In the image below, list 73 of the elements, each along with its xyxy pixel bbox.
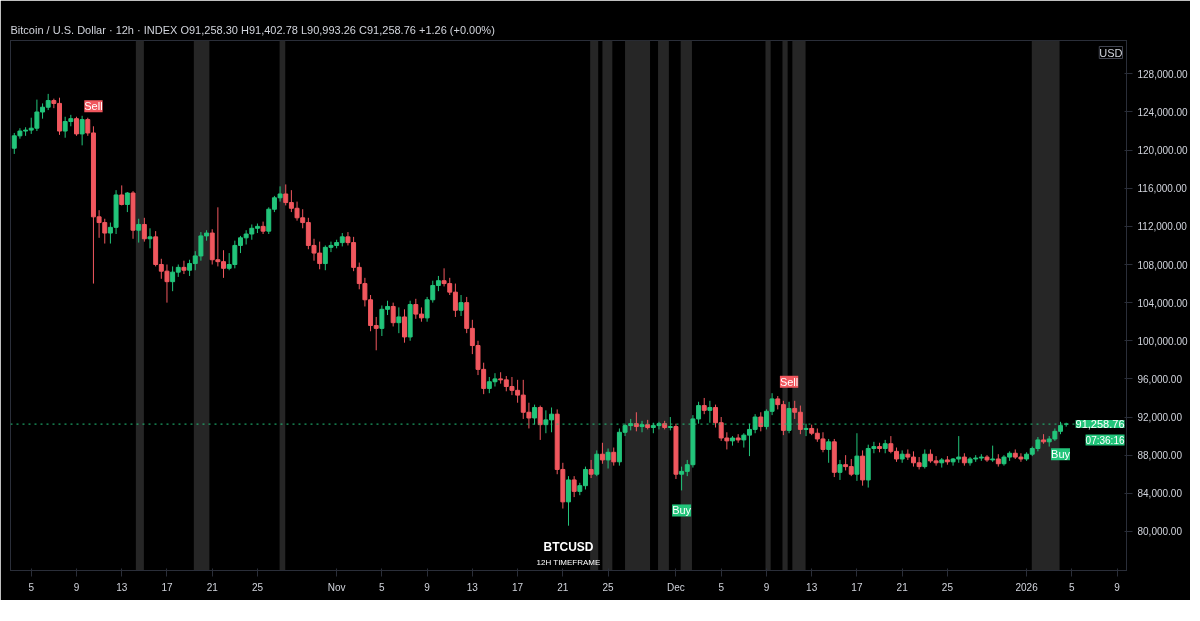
candlestick xyxy=(537,405,543,441)
candlestick xyxy=(141,217,147,243)
x-tick-label: 9 xyxy=(763,581,770,593)
candlestick xyxy=(571,475,577,498)
candlestick xyxy=(566,475,571,527)
x-tick-label: 21 xyxy=(557,581,569,593)
y-tick-label: 120,000.00 xyxy=(1137,145,1188,157)
y-tick-label: 84,000.00 xyxy=(1137,488,1183,500)
candlestick xyxy=(860,449,866,487)
candlestick xyxy=(588,459,594,479)
candlestick xyxy=(390,302,396,327)
x-tick-label: 21 xyxy=(206,581,219,593)
y-tick-label: 88,000.00 xyxy=(1137,450,1183,462)
x-tick-label: Nov xyxy=(327,581,346,593)
candlestick xyxy=(260,221,266,235)
candlestick xyxy=(605,447,611,469)
y-tick-label: 100,000.00 xyxy=(1137,335,1188,347)
candlestick xyxy=(79,115,85,146)
candlestick xyxy=(854,432,860,482)
x-tick-label: 5 xyxy=(28,581,35,593)
x-tick-label: 13 xyxy=(116,581,128,593)
candlestick xyxy=(611,447,617,467)
y-tick-label: 96,000.00 xyxy=(1137,373,1183,385)
y-axis-title: USD xyxy=(1099,46,1123,59)
y-tick-label: 112,000.00 xyxy=(1137,221,1188,233)
candlestick xyxy=(837,459,843,481)
candlestick xyxy=(458,294,464,317)
x-tick-label: 25 xyxy=(602,581,615,593)
candlestick xyxy=(74,116,79,137)
annotation: Sell xyxy=(779,375,799,388)
candlestick xyxy=(181,260,187,275)
x-tick-label: 17 xyxy=(512,581,524,593)
candlestick xyxy=(147,227,153,249)
candlestick xyxy=(396,306,402,334)
candlestick xyxy=(402,308,407,344)
x-tick-label: 25 xyxy=(941,581,954,593)
y-tick-label: 108,000.00 xyxy=(1137,259,1188,271)
candlestick xyxy=(124,191,130,213)
candlestick xyxy=(594,449,600,477)
ref-line-label: 91,258.76 xyxy=(1075,418,1125,431)
x-tick-label: 9 xyxy=(1114,581,1121,593)
candlestick xyxy=(826,438,832,464)
x-tick-label: 2026 xyxy=(1015,581,1039,593)
candlestick xyxy=(922,448,928,469)
chart-title: Bitcoin / U.S. Dollar · 12h · INDEX O91,258.30 H91,402.78 L90,993.26 C91,258.76 +1.26 (+0.00%) xyxy=(10,23,495,36)
y-tick-label: 128,000.00 xyxy=(1137,68,1188,80)
x-tick-label: 5 xyxy=(1069,581,1076,593)
annotation: Sell xyxy=(84,100,103,113)
y-tick-label: 124,000.00 xyxy=(1137,106,1188,118)
x-tick-label: Dec xyxy=(667,581,685,593)
x-tick-label: 17 xyxy=(851,581,863,593)
x-tick-label: 21 xyxy=(896,581,909,593)
annotation: BTCUSD xyxy=(543,539,594,554)
y-tick-label: 80,000.00 xyxy=(1137,526,1183,538)
x-tick-label: 13 xyxy=(466,581,479,593)
candlestick xyxy=(599,442,605,465)
candlestick xyxy=(707,400,713,424)
candlestick xyxy=(136,218,142,244)
annotation: Buy xyxy=(672,504,692,517)
x-tick-label: 9 xyxy=(424,581,431,593)
x-tick-label: 17 xyxy=(161,581,173,593)
annotation: Buy xyxy=(1051,448,1071,461)
y-tick-label: 92,000.00 xyxy=(1137,412,1183,424)
y-tick-label: 104,000.00 xyxy=(1137,297,1188,309)
candlestick xyxy=(758,411,764,432)
y-tick-label: 116,000.00 xyxy=(1137,183,1188,195)
x-tick-label: 5 xyxy=(379,581,386,593)
annotation: 12H TIMEFRAME xyxy=(536,557,601,567)
annotation: 07:36:16 xyxy=(1085,434,1125,446)
x-tick-label: 25 xyxy=(251,581,264,593)
x-tick-label: 9 xyxy=(73,581,80,593)
x-tick-label: 5 xyxy=(718,581,725,593)
x-tick-label: 13 xyxy=(806,581,818,593)
